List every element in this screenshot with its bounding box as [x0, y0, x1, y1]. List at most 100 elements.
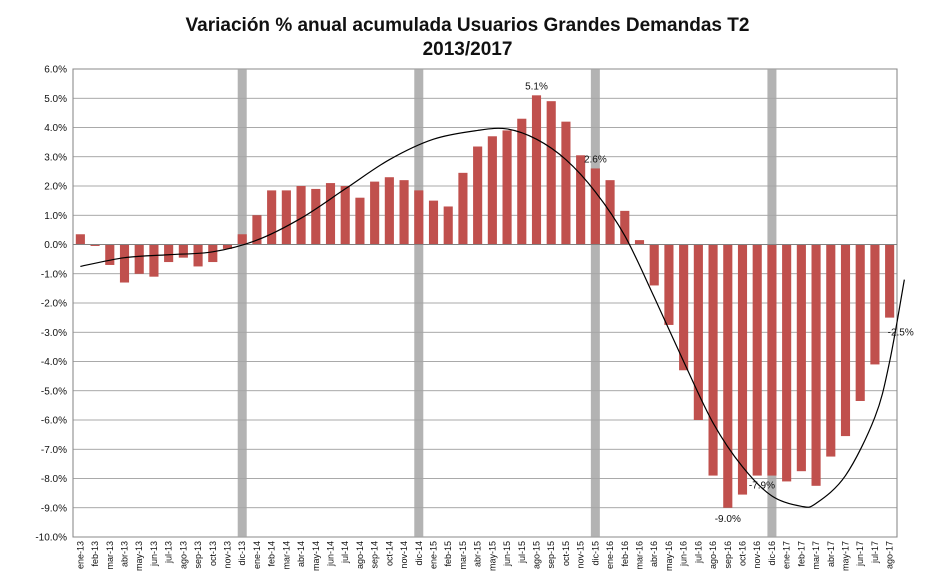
x-tick-label: nov-14 — [399, 541, 409, 569]
x-tick-label: may-17 — [841, 541, 851, 571]
bar — [296, 186, 306, 245]
x-tick-label: oct-16 — [738, 541, 748, 566]
bar — [325, 183, 336, 245]
bar — [75, 234, 85, 245]
x-tick-label: mar-16 — [635, 541, 645, 570]
y-tick-label: -6.0% — [41, 416, 67, 427]
x-tick-label: oct-14 — [384, 541, 394, 566]
trend-line — [80, 127, 905, 508]
bar — [487, 136, 497, 245]
bar — [855, 244, 865, 401]
x-tick-label: jul-17 — [870, 541, 880, 564]
x-tick-label: may-16 — [664, 541, 674, 571]
x-tick-label: oct-15 — [561, 541, 571, 566]
x-tick-label: oct-13 — [208, 541, 218, 566]
x-tick-label: jul-13 — [164, 541, 174, 564]
y-tick-label: -8.0% — [41, 474, 67, 485]
data-label: -7.9% — [749, 481, 775, 492]
bar — [370, 181, 380, 245]
bar — [752, 244, 762, 476]
bar — [885, 244, 895, 318]
y-tick-label: -5.0% — [41, 386, 67, 397]
bar — [267, 190, 277, 245]
x-tick-label: jul-14 — [340, 541, 350, 564]
bar — [634, 240, 645, 245]
y-tick-label: 0.0% — [44, 240, 67, 251]
y-tick-label: -3.0% — [41, 328, 67, 339]
x-tick-label: jul-15 — [517, 541, 527, 564]
bar — [178, 244, 188, 258]
x-tick-label: mar-17 — [811, 541, 821, 570]
bar — [620, 210, 630, 245]
x-tick-label: ago-15 — [532, 541, 542, 569]
data-label: 5.1% — [525, 81, 548, 92]
x-tick-label: ene-15 — [429, 541, 439, 569]
bar — [384, 177, 394, 245]
bar — [414, 190, 424, 245]
bar — [281, 190, 291, 245]
chart-title-line2: 2013/2017 — [422, 39, 513, 60]
x-tick-label: may-15 — [487, 541, 497, 571]
x-tick-label: abr-15 — [473, 541, 483, 567]
bar — [458, 172, 468, 245]
x-tick-label: mar-15 — [458, 541, 468, 570]
x-tick-label: jun-15 — [502, 541, 512, 567]
bar — [531, 95, 542, 245]
bar — [164, 244, 174, 263]
bar — [105, 244, 115, 265]
x-tick-label: mar-14 — [281, 541, 291, 570]
x-tick-label: nov-16 — [752, 541, 762, 569]
bar — [119, 244, 130, 283]
x-tick-label: ene-13 — [75, 541, 85, 569]
x-tick-label: jul-16 — [693, 541, 703, 564]
x-tick-label: sep-14 — [370, 541, 380, 569]
year-end-marker — [237, 69, 247, 537]
x-tick-label: ago-13 — [178, 541, 188, 569]
bar — [311, 188, 321, 245]
bar — [737, 244, 748, 495]
bar — [782, 244, 792, 482]
x-tick-label: ene-17 — [782, 541, 792, 569]
x-tick-label: abr-13 — [120, 541, 130, 567]
y-tick-label: 4.0% — [44, 123, 67, 134]
x-tick-label: nov-15 — [576, 541, 586, 569]
bar — [237, 234, 247, 245]
y-tick-label: 1.0% — [44, 211, 67, 222]
chart-title: Variación % anual acumulada Usuarios Gra… — [0, 14, 935, 62]
x-tick-label: abr-16 — [649, 541, 659, 567]
chart-title-line1: Variación % anual acumulada Usuarios Gra… — [185, 15, 750, 36]
x-tick-label: ago-14 — [355, 541, 365, 569]
x-tick-label: ago-17 — [885, 541, 895, 569]
bar — [222, 244, 233, 249]
bar — [399, 180, 409, 245]
bar — [517, 118, 527, 245]
x-tick-label: sep-13 — [193, 541, 203, 569]
bar — [90, 244, 100, 246]
bar — [870, 244, 880, 365]
x-tick-label: may-13 — [134, 541, 144, 571]
x-tick-label: ene-14 — [252, 541, 262, 569]
year-end-marker — [590, 69, 600, 537]
x-tick-label: dic-15 — [590, 541, 600, 566]
y-tick-label: -10.0% — [35, 533, 67, 544]
x-tick-label: ene-16 — [605, 541, 615, 569]
bar — [664, 244, 674, 325]
bar — [723, 244, 733, 508]
bar — [443, 206, 453, 245]
x-tick-label: feb-13 — [90, 541, 100, 567]
bar — [428, 200, 439, 245]
x-tick-label: feb-14 — [267, 541, 277, 567]
bar — [708, 244, 718, 476]
bar — [576, 155, 586, 245]
x-tick-label: dic-14 — [414, 541, 424, 566]
bar — [679, 244, 689, 371]
bar — [502, 130, 512, 245]
bar — [252, 215, 262, 245]
x-tick-label: dic-13 — [237, 541, 247, 566]
x-tick-label: ago-16 — [708, 541, 718, 569]
x-tick-label: abr-17 — [826, 541, 836, 567]
y-tick-label: -7.0% — [41, 445, 67, 456]
data-label: 2.6% — [584, 154, 607, 165]
bar — [149, 244, 159, 277]
bar — [473, 146, 483, 245]
